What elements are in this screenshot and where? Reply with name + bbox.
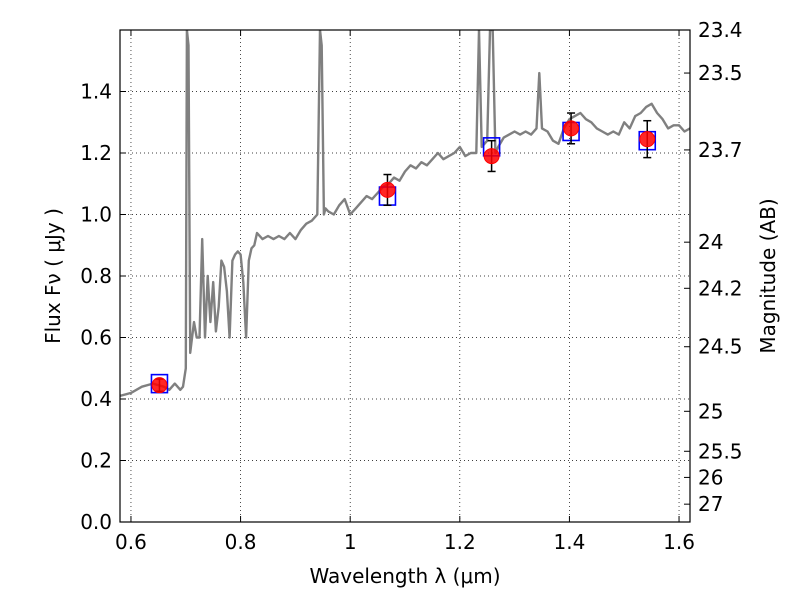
spectrum-layer [120, 30, 690, 398]
y-axis-title: Flux Fν ( μJy ) [41, 208, 65, 344]
observed-point [379, 173, 396, 207]
observed-point [639, 119, 656, 159]
right-tick-label: 23.5 [698, 61, 743, 85]
marker-layer [150, 112, 657, 394]
x-tick-label: 1.4 [554, 530, 586, 554]
right-tick-label: 23.7 [698, 138, 743, 162]
y-tick-label: 0.0 [80, 510, 112, 534]
right-axis-title: Magnitude (AB) [756, 198, 780, 353]
right-tick-label: 27 [698, 492, 723, 516]
y-tick-label: 1.2 [80, 141, 112, 165]
x-tick-label: 1 [344, 530, 357, 554]
y-tick-label: 0.4 [80, 387, 112, 411]
observed-point [151, 377, 168, 394]
x-tick-label: 0.6 [115, 530, 147, 554]
observed-photometry-point [563, 120, 580, 137]
y-tick-label: 1.4 [80, 80, 112, 104]
observed-photometry-point [639, 131, 656, 148]
observed-photometry-point [151, 377, 168, 394]
x-tick-label: 1.2 [444, 530, 476, 554]
right-tick-label: 26 [698, 465, 723, 489]
right-tick-label: 25 [698, 399, 723, 423]
observed-point [563, 112, 580, 145]
right-tick-label: 24.2 [698, 276, 743, 300]
observed-photometry-point [379, 181, 396, 198]
right-tick-label: 25.5 [698, 439, 743, 463]
observed-point [483, 139, 500, 173]
right-tick-label: 23.4 [698, 18, 743, 42]
x-tick-label: 0.8 [225, 530, 257, 554]
y-tick-label: 1.0 [80, 203, 112, 227]
y-tick-label: 0.8 [80, 264, 112, 288]
y-tick-label: 0.2 [80, 449, 112, 473]
x-axis-title: Wavelength λ (μm) [309, 564, 500, 588]
spectrum-line [120, 30, 690, 398]
y-tick-label: 0.6 [80, 326, 112, 350]
tick-layer: 0.6 0.8 1 1.2 1.4 1.6 0.0 0.2 0.4 0.6 0.8 1.0 1.2 1.4… [80, 18, 742, 554]
grid [120, 30, 690, 523]
x-tick-label: 1.6 [663, 530, 695, 554]
observed-photometry-point [483, 148, 500, 165]
right-tick-label: 24.5 [698, 335, 743, 359]
right-tick-label: 24 [698, 230, 723, 254]
